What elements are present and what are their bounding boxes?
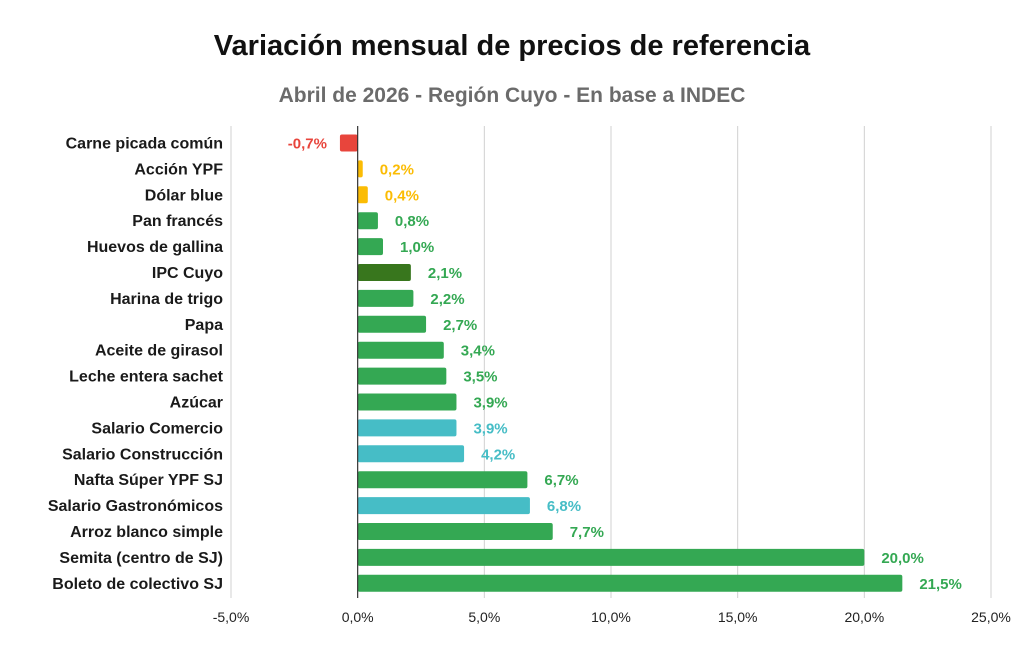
category-label: Dólar blue xyxy=(145,187,223,204)
bar xyxy=(357,315,427,333)
category-label: Aceite de girasol xyxy=(95,343,223,360)
data-label: 0,8% xyxy=(395,213,429,230)
category-label: Arroz blanco simple xyxy=(70,524,223,541)
bar xyxy=(357,186,368,204)
bar xyxy=(339,134,358,152)
data-label: 2,1% xyxy=(428,265,462,282)
category-label: Leche entera sachet xyxy=(69,369,224,386)
category-label: Nafta Súper YPF SJ xyxy=(74,472,223,489)
category-label: IPC Cuyo xyxy=(152,265,223,282)
category-label: Acción YPF xyxy=(134,161,223,178)
x-tick-label: 25,0% xyxy=(971,609,1011,625)
category-label: Harina de trigo xyxy=(110,291,223,308)
data-label: 21,5% xyxy=(919,576,962,593)
x-tick-label: 10,0% xyxy=(591,609,631,625)
bar xyxy=(357,445,465,463)
data-label: 3,9% xyxy=(473,395,507,412)
data-label: -0,7% xyxy=(288,136,327,153)
data-label: 3,5% xyxy=(463,369,497,386)
category-labels: Carne picada común Acción YPF Dólar blue Pa… xyxy=(48,136,224,593)
category-label: Salario Comercio xyxy=(91,420,223,437)
x-tick-label: 20,0% xyxy=(844,609,884,625)
bar xyxy=(357,497,530,515)
bar xyxy=(357,341,444,359)
data-label: 3,4% xyxy=(461,343,495,360)
category-label: Salario Construcción xyxy=(62,446,223,463)
data-label: 0,4% xyxy=(385,187,419,204)
data-labels: -0,7% 0,2% 0,4% 0,8% 1,0% 2,1% 2,2% 2,7% 3,4% 3,5… xyxy=(288,136,962,593)
data-label: 20,0% xyxy=(881,550,924,567)
x-tick-label: 15,0% xyxy=(718,609,758,625)
bar xyxy=(357,471,528,489)
data-label: 6,7% xyxy=(544,472,578,489)
bar xyxy=(357,548,865,566)
gridlines xyxy=(230,126,992,598)
bar xyxy=(357,419,457,437)
category-label: Boleto de colectivo SJ xyxy=(52,576,223,593)
category-label: Salario Gastronómicos xyxy=(48,498,223,515)
x-tick-label: -5,0% xyxy=(213,609,250,625)
data-label: 2,2% xyxy=(430,291,464,308)
data-label: 3,9% xyxy=(473,420,507,437)
data-label: 1,0% xyxy=(400,239,434,256)
bar xyxy=(357,212,378,230)
bars-group xyxy=(339,134,903,592)
data-label: 0,2% xyxy=(380,161,414,178)
bar xyxy=(357,523,553,540)
category-label: Azúcar xyxy=(170,395,223,412)
data-label: 7,7% xyxy=(570,524,604,541)
bar xyxy=(357,160,363,178)
category-label: Pan francés xyxy=(132,213,223,230)
data-label: 4,2% xyxy=(481,446,515,463)
bar xyxy=(357,264,411,281)
chart-title: Variación mensual de precios de referenc… xyxy=(213,30,811,62)
bar xyxy=(357,574,903,592)
category-label: Papa xyxy=(185,317,223,334)
bar xyxy=(357,393,457,411)
bar xyxy=(357,367,447,385)
bar xyxy=(357,289,414,307)
x-tick-label: 0,0% xyxy=(342,609,374,625)
chart-subtitle: Abril de 2026 - Región Cuyo - En base a … xyxy=(278,84,746,107)
bar xyxy=(357,238,383,256)
data-label: 6,8% xyxy=(547,498,581,515)
x-tick-labels: -5,0% 0,0% 5,0% 10,0% 15,0% 20,0% 25,0% xyxy=(213,609,1011,625)
data-label: 2,7% xyxy=(443,317,477,334)
category-label: Carne picada común xyxy=(66,136,223,153)
category-label: Huevos de gallina xyxy=(87,239,223,256)
category-label: Semita (centro de SJ) xyxy=(59,550,223,567)
x-tick-label: 5,0% xyxy=(468,609,500,625)
